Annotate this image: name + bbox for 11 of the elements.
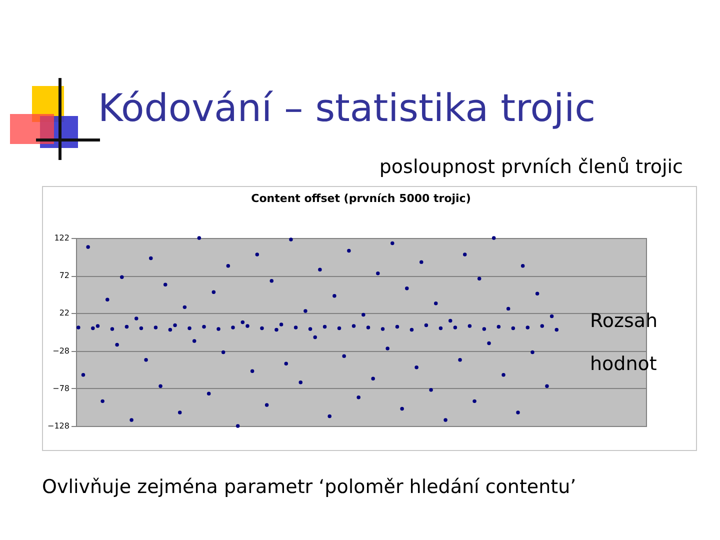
y-tick-label: 122	[54, 234, 70, 242]
y-tick-label: −28	[52, 346, 70, 356]
chart-title: Content offset (prvních 5000 trojic)	[251, 192, 471, 205]
y-tick-label: −78	[52, 384, 70, 393]
text: Kódování – statistika trojic	[98, 86, 596, 130]
text: posloupnost prvních členů trojic	[379, 156, 683, 178]
y-tick-label: 72	[59, 271, 70, 280]
y-tick-label: −128	[48, 422, 70, 430]
annotation: Rozsah hodnot	[590, 309, 659, 377]
y-tick-label: 22	[59, 308, 70, 318]
text: Ovlivňuje zejména parametr ‘poloměr hledání contentu’	[42, 476, 576, 498]
